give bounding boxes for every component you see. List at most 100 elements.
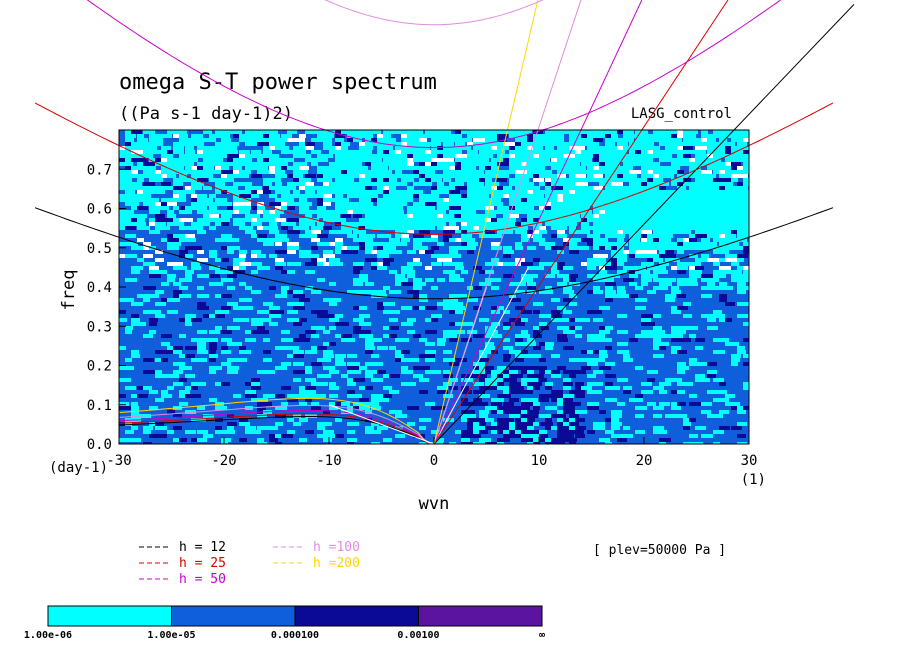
field-cell xyxy=(671,226,678,230)
field-cell xyxy=(641,250,651,254)
field-cell xyxy=(569,418,580,422)
field-cell xyxy=(191,158,198,162)
field-cell xyxy=(311,230,321,234)
field-cell xyxy=(203,198,213,202)
field-cell xyxy=(665,294,676,298)
field-cell xyxy=(611,210,622,214)
field-cell xyxy=(353,306,363,310)
field-cell xyxy=(185,366,192,370)
field-cell xyxy=(215,166,222,170)
field-cell xyxy=(515,262,526,266)
field-cell xyxy=(221,310,229,314)
field-cell xyxy=(473,214,482,218)
field-cell xyxy=(149,178,157,182)
field-cell xyxy=(341,142,350,146)
field-cell xyxy=(209,254,217,258)
field-cell xyxy=(353,270,360,274)
field-cell xyxy=(677,246,686,250)
field-cell xyxy=(395,410,402,414)
field-cell xyxy=(299,234,311,238)
field-cell xyxy=(635,254,642,258)
field-cell xyxy=(455,310,463,314)
field-cell xyxy=(605,362,615,366)
field-cell xyxy=(677,158,688,162)
field-cell xyxy=(539,326,549,330)
field-cell xyxy=(443,394,453,398)
field-cell xyxy=(341,166,351,170)
field-cell xyxy=(233,166,242,170)
field-cell xyxy=(581,142,592,146)
field-cell xyxy=(527,430,537,434)
field-cell xyxy=(527,366,536,370)
field-cell xyxy=(347,234,357,238)
field-cell xyxy=(479,358,489,362)
field-cell xyxy=(347,154,356,158)
field-cell xyxy=(461,162,469,166)
field-cell xyxy=(551,154,562,158)
field-cell xyxy=(203,214,213,218)
field-cell xyxy=(347,182,356,186)
field-cell xyxy=(521,226,528,230)
field-cell xyxy=(731,262,739,266)
field-cell xyxy=(671,198,679,202)
field-cell xyxy=(305,430,314,434)
field-cell xyxy=(695,154,706,158)
field-cell xyxy=(293,230,300,234)
field-cell xyxy=(329,174,339,178)
field-cell xyxy=(587,170,595,174)
field-cell xyxy=(377,226,387,230)
field-cell xyxy=(257,330,269,334)
field-cell xyxy=(719,286,728,290)
field-cell xyxy=(533,366,543,370)
field-cell xyxy=(149,266,159,270)
field-cell xyxy=(731,226,738,230)
field-cell xyxy=(509,134,517,138)
field-cell xyxy=(659,346,666,350)
field-cell xyxy=(359,190,369,194)
field-cell xyxy=(299,186,307,190)
field-cell xyxy=(173,194,182,198)
field-cell xyxy=(443,350,452,354)
field-cell xyxy=(131,314,139,318)
field-cell xyxy=(173,182,183,186)
field-cell xyxy=(695,138,705,142)
field-cell xyxy=(539,134,549,138)
field-cell xyxy=(323,330,330,334)
field-cell xyxy=(479,174,488,178)
field-cell xyxy=(407,270,415,274)
field-cell xyxy=(593,310,602,314)
field-cell xyxy=(353,154,360,158)
field-cell xyxy=(359,198,367,202)
field-cell xyxy=(605,158,614,162)
field-cell xyxy=(173,262,183,266)
field-cell xyxy=(215,210,225,214)
field-cell xyxy=(251,214,260,218)
field-cell xyxy=(737,346,745,350)
field-cell xyxy=(449,238,460,242)
field-cell xyxy=(359,334,369,338)
field-cell xyxy=(335,362,346,366)
field-cell xyxy=(683,426,690,430)
field-cell xyxy=(299,154,311,158)
field-cell xyxy=(263,190,271,194)
field-cell xyxy=(665,282,672,286)
field-cell xyxy=(149,230,160,234)
field-cell xyxy=(515,174,525,178)
field-cell xyxy=(605,286,613,290)
field-cell xyxy=(731,190,742,194)
field-cell xyxy=(365,234,375,238)
field-cell xyxy=(539,314,547,318)
field-cell xyxy=(251,290,261,294)
field-cell xyxy=(701,178,712,182)
field-cell xyxy=(461,206,473,210)
field-cell xyxy=(365,206,372,210)
field-cell xyxy=(425,358,435,362)
field-cell xyxy=(341,206,352,210)
field-cell xyxy=(521,206,530,210)
field-cell xyxy=(305,386,316,390)
field-cell xyxy=(299,218,309,222)
field-cell xyxy=(719,294,727,298)
field-cell xyxy=(323,354,334,358)
field-cell xyxy=(593,242,603,246)
field-cell xyxy=(389,374,400,378)
